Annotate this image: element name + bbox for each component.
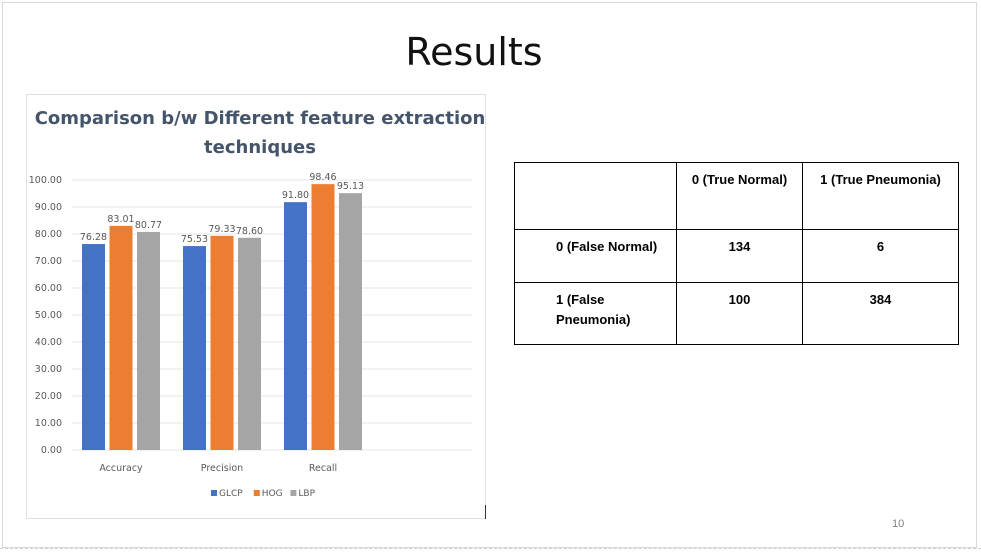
data-label: 78.60	[236, 226, 263, 237]
chart-title: Comparison b/w Different feature extract…	[34, 108, 486, 158]
y-tick-label: 20.00	[35, 391, 62, 402]
matrix-cell: 6	[802, 229, 959, 283]
slide-bottom-rule	[0, 548, 981, 553]
bar	[183, 246, 206, 450]
legend-swatch	[211, 490, 217, 496]
y-tick-label: 40.00	[35, 337, 62, 348]
data-label: 98.46	[309, 172, 336, 183]
matrix-header-true-pneumonia: 1 (True Pneumonia)	[802, 162, 959, 230]
data-label: 95.13	[337, 181, 364, 192]
y-tick-label: 60.00	[35, 283, 62, 294]
x-category-label: Precision	[201, 463, 243, 474]
y-tick-label: 70.00	[35, 256, 62, 267]
legend-label: HOG	[262, 489, 283, 499]
data-label: 75.53	[181, 234, 208, 245]
data-label: 76.28	[80, 232, 107, 243]
confusion-matrix: 0 (True Normal) 1 (True Pneumonia) 0 (Fa…	[514, 162, 959, 345]
matrix-cell: 384	[802, 282, 959, 345]
y-tick-label: 30.00	[35, 364, 62, 375]
bar	[82, 244, 105, 450]
legend-swatch	[253, 490, 260, 496]
bar	[238, 237, 261, 450]
text-cursor-mark	[485, 505, 486, 519]
legend-label: GLCP	[219, 489, 243, 499]
matrix-header-true-normal: 0 (True Normal)	[676, 162, 803, 230]
legend-label: LBP	[298, 489, 315, 499]
y-tick-label: 100.00	[29, 175, 62, 186]
bar	[210, 235, 234, 450]
legend-swatch	[290, 490, 297, 496]
matrix-corner-cell	[514, 162, 677, 230]
matrix-cell: 100	[676, 282, 803, 345]
y-tick-label: 90.00	[35, 202, 62, 213]
matrix-row-label-false-normal: 0 (False Normal)	[514, 229, 677, 283]
y-tick-label: 80.00	[35, 229, 62, 240]
matrix-row: 1 (False Pneumonia) 100 384	[514, 282, 959, 345]
matrix-cell: 134	[676, 229, 803, 283]
x-category-label: Accuracy	[99, 463, 143, 474]
data-label: 79.33	[208, 224, 235, 235]
page-number: 10	[892, 518, 905, 530]
bar	[137, 231, 160, 450]
y-tick-label: 0.00	[41, 445, 62, 456]
bar	[311, 184, 335, 450]
bar	[339, 193, 362, 451]
data-label: 91.80	[282, 190, 309, 201]
x-category-label: Recall	[309, 463, 337, 474]
matrix-header-row: 0 (True Normal) 1 (True Pneumonia)	[514, 162, 959, 230]
bar	[109, 225, 133, 450]
y-tick-label: 10.00	[35, 418, 62, 429]
data-label: 80.77	[135, 220, 162, 231]
slide-title: Results	[405, 30, 543, 74]
data-label: 83.01	[107, 214, 134, 225]
matrix-row-label-false-pneumonia: 1 (False Pneumonia)	[514, 282, 677, 345]
matrix-row: 0 (False Normal) 134 6	[514, 229, 959, 283]
y-tick-label: 50.00	[35, 310, 62, 321]
bar	[284, 202, 307, 450]
